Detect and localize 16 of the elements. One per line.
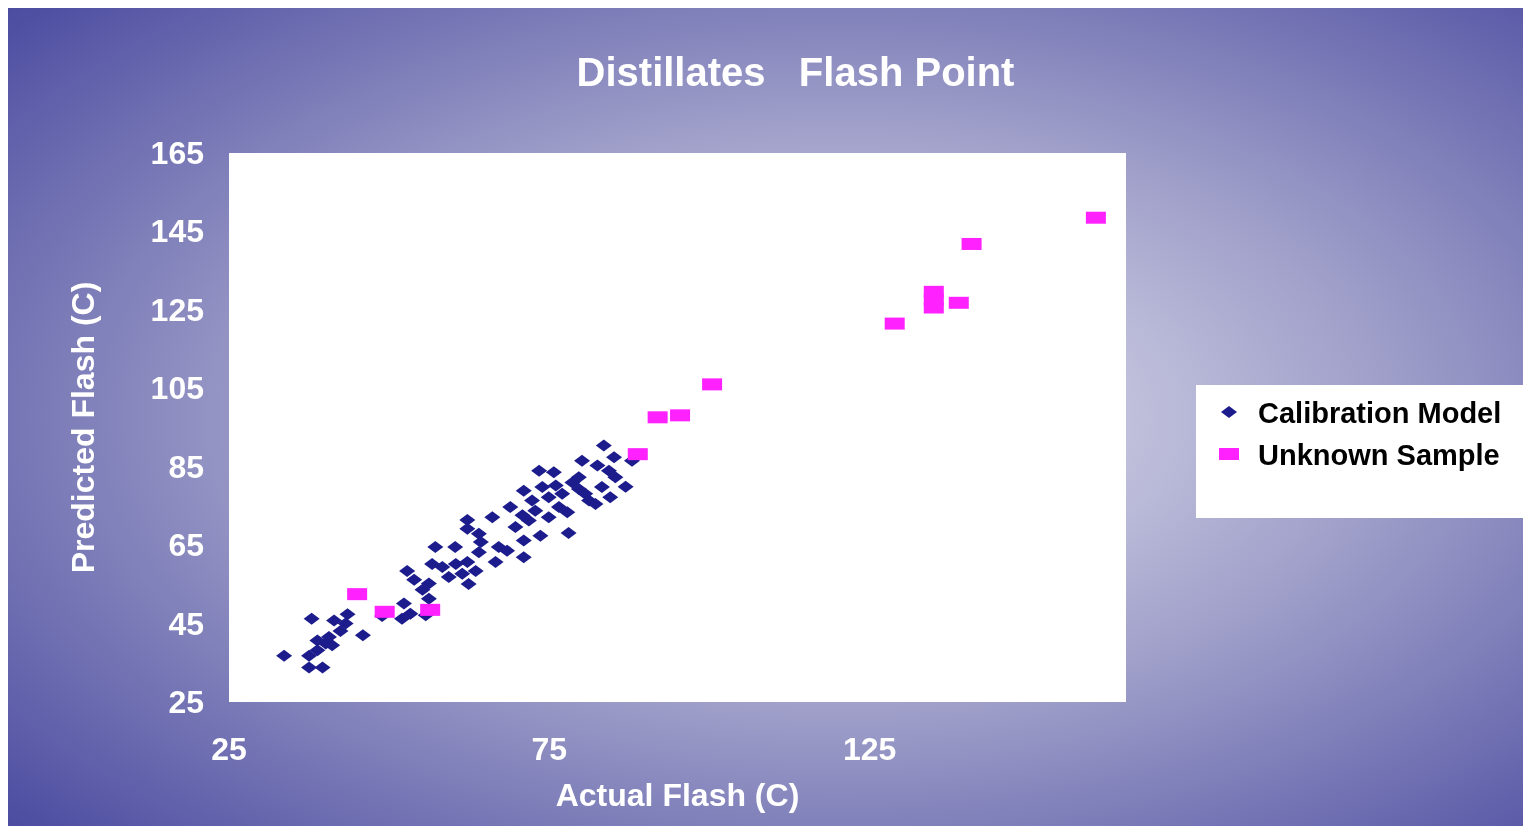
chart-title: Distillates Flash Point [576, 50, 1015, 94]
x-tick-label: 125 [843, 731, 897, 767]
x-tick-label: 25 [211, 731, 247, 767]
y-tick-label: 65 [168, 527, 204, 564]
y-tick-label: 125 [150, 291, 204, 328]
y-tick-label: 25 [168, 684, 204, 720]
x-tick-label: 75 [531, 731, 568, 767]
y-tick-label: 45 [168, 605, 204, 642]
y-tick-label: 165 [150, 135, 204, 171]
y-tick-label: 145 [150, 213, 204, 250]
legend-label: Calibration Model [1258, 397, 1502, 429]
x-axis-title: Actual Flash (C) [555, 777, 800, 813]
y-tick-label: 105 [150, 370, 204, 407]
y-tick-label: 85 [168, 448, 204, 485]
y-axis-title: Predicted Flash (C) [65, 281, 101, 574]
legend-label: Unknown Sample [1258, 439, 1500, 471]
